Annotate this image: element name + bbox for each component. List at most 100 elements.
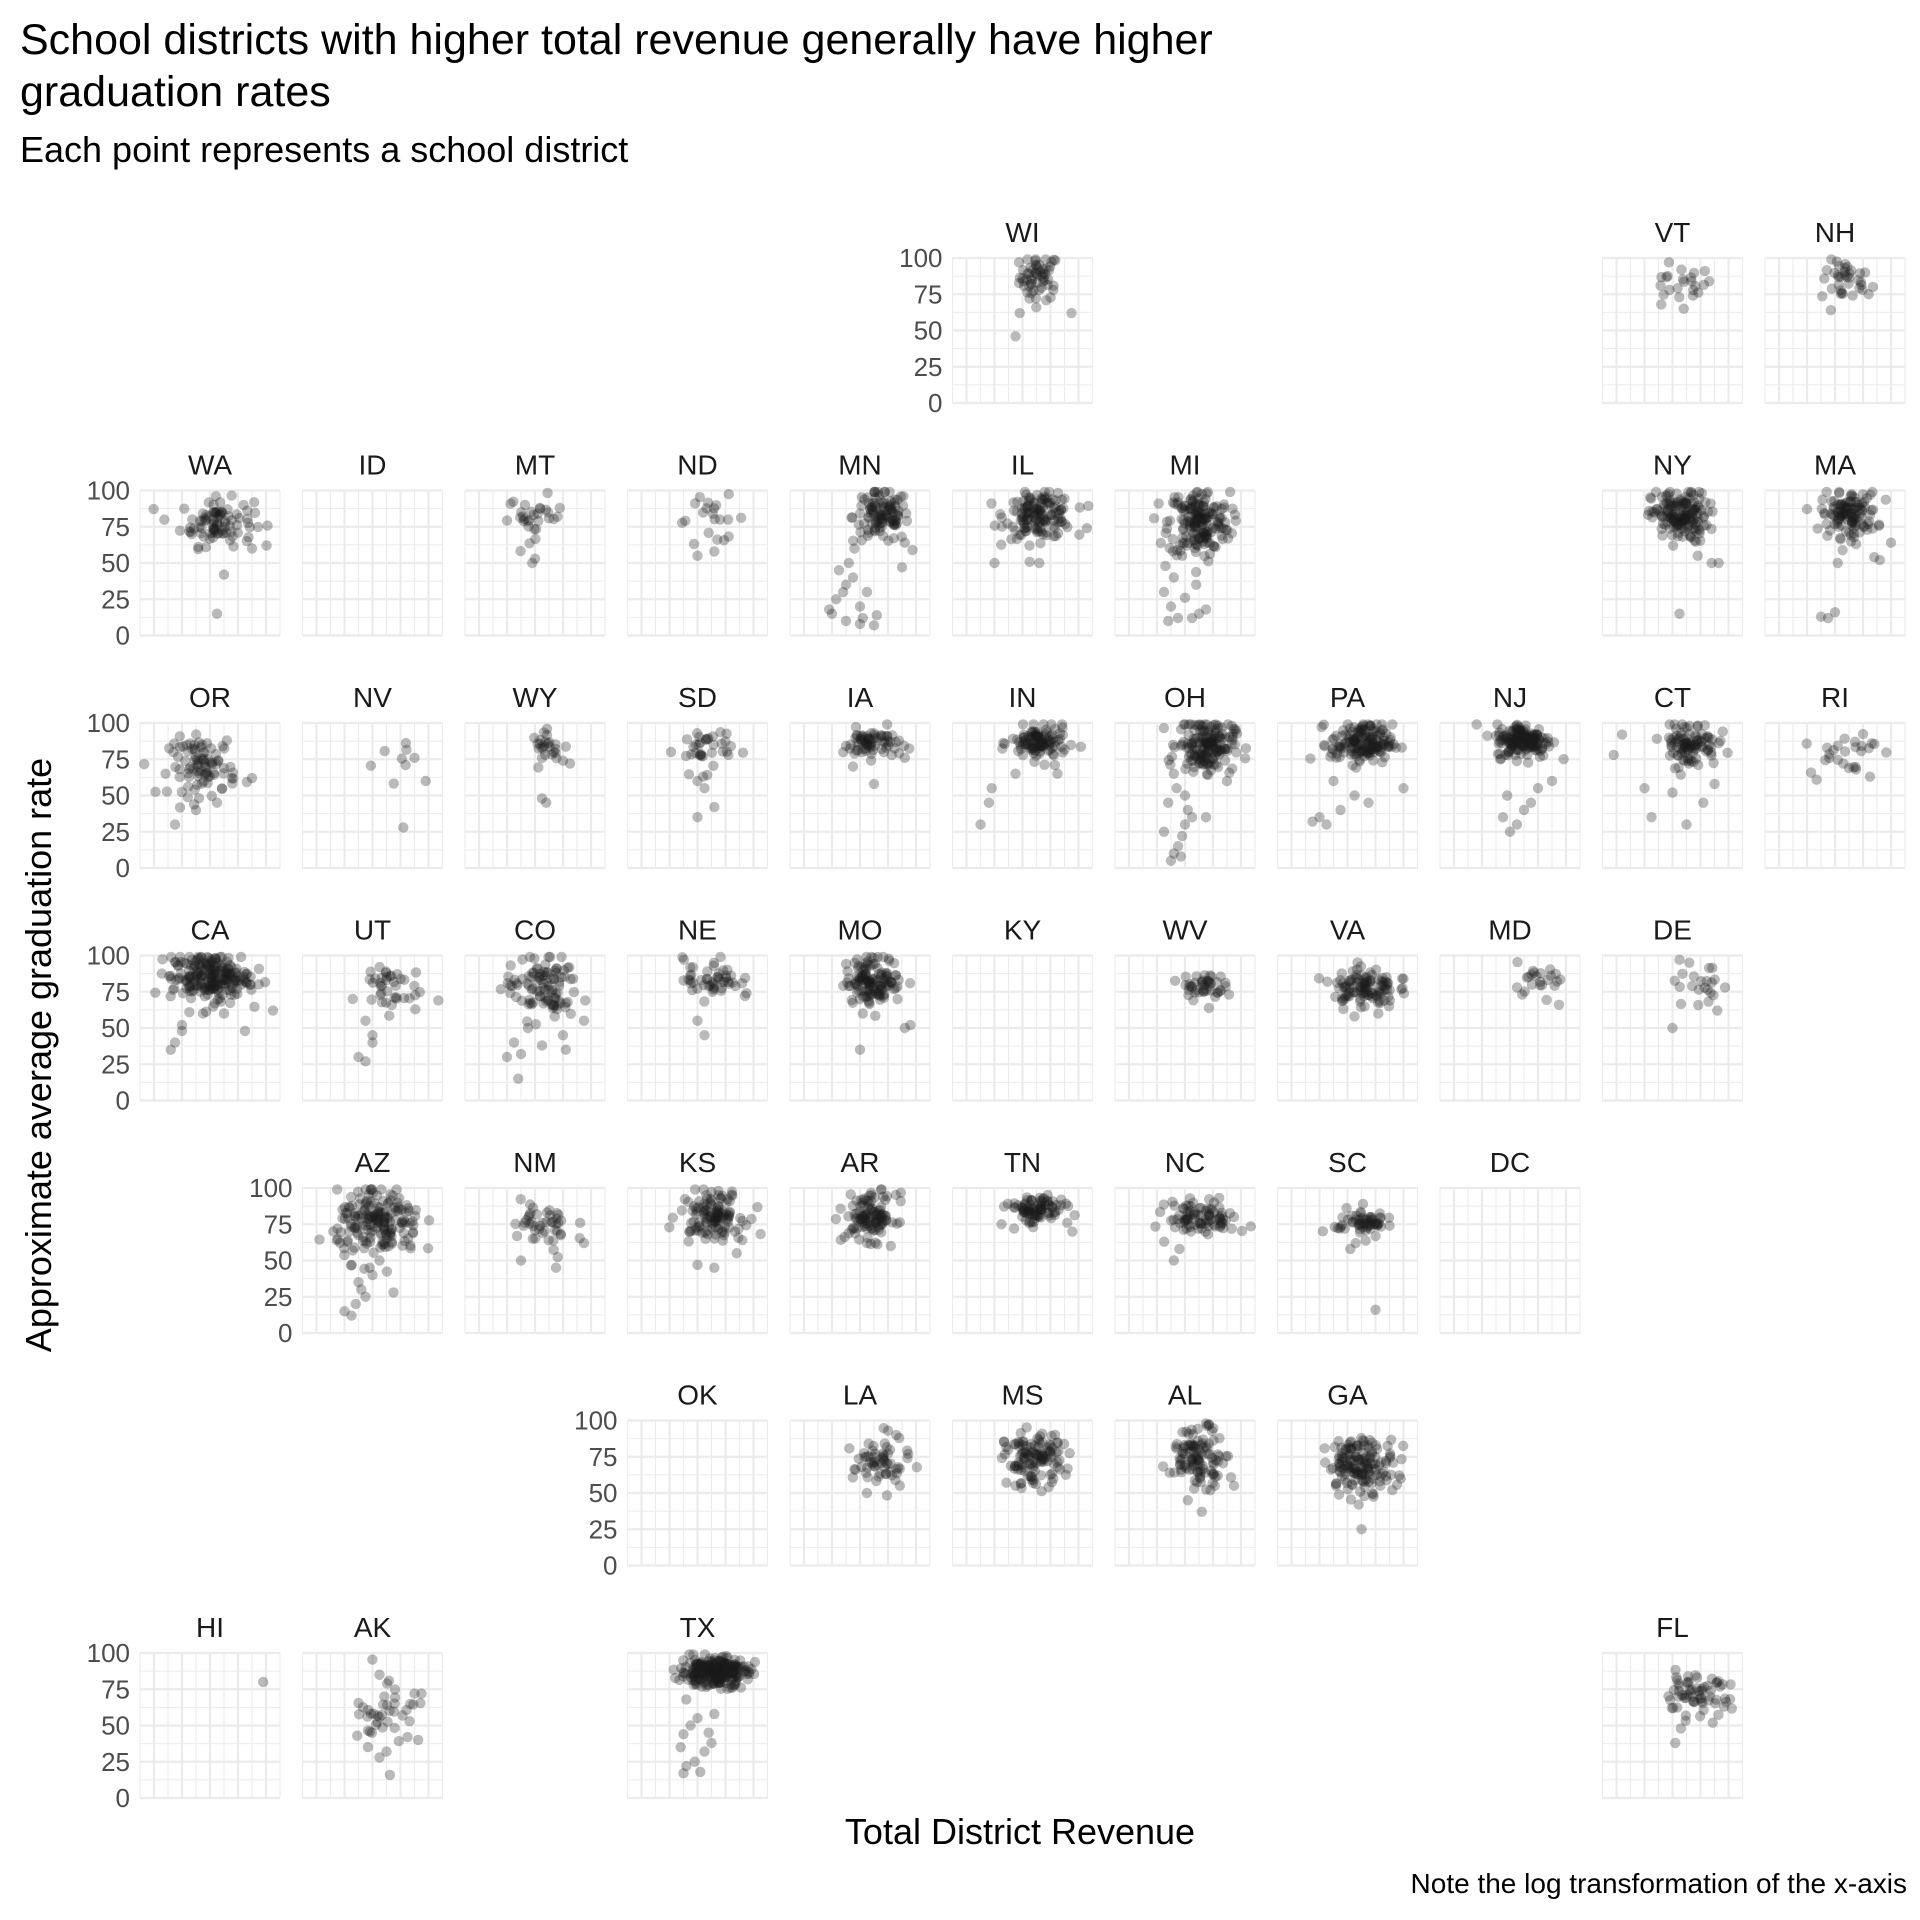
- data-point: [692, 812, 703, 823]
- data-point: [1187, 501, 1198, 512]
- data-point: [1158, 1199, 1170, 1210]
- data-point: [1158, 1236, 1170, 1247]
- data-point: [1179, 790, 1191, 801]
- data-point: [1829, 511, 1840, 522]
- data-point: [1190, 546, 1202, 558]
- data-point: [206, 743, 217, 754]
- y-tick-label: 75: [101, 512, 130, 542]
- data-point: [1825, 305, 1837, 316]
- data-point: [700, 1233, 711, 1245]
- data-point: [843, 557, 854, 569]
- facet-label: NY: [1653, 450, 1692, 481]
- data-point: [1857, 284, 1868, 296]
- data-point: [1319, 741, 1330, 752]
- data-point: [1856, 505, 1868, 516]
- data-point: [1021, 274, 1033, 285]
- data-point: [1188, 766, 1199, 778]
- data-point: [407, 1227, 419, 1238]
- data-point: [224, 535, 236, 546]
- data-point: [198, 747, 209, 758]
- data-point: [1354, 756, 1365, 767]
- data-point: [876, 509, 887, 520]
- data-point: [206, 790, 218, 802]
- data-point: [1200, 508, 1211, 519]
- data-point: [1675, 515, 1686, 527]
- data-point: [1050, 255, 1061, 266]
- data-point: [1179, 518, 1191, 529]
- data-point: [1690, 505, 1701, 516]
- data-point: [1175, 740, 1187, 751]
- data-point: [1344, 723, 1356, 734]
- facet-label: TN: [1004, 1147, 1041, 1178]
- data-point: [213, 506, 224, 517]
- data-point: [505, 960, 516, 971]
- data-point: [1165, 759, 1176, 770]
- data-point: [1227, 503, 1238, 514]
- data-point: [872, 511, 884, 523]
- facet-label: PA: [1330, 682, 1366, 713]
- data-point: [1835, 503, 1846, 514]
- data-point: [890, 500, 901, 512]
- data-point: [1042, 734, 1054, 745]
- data-point: [540, 749, 551, 760]
- data-point: [865, 738, 876, 749]
- data-point: [231, 519, 243, 531]
- data-point: [1201, 738, 1212, 749]
- data-point: [1331, 748, 1343, 759]
- data-point: [1657, 530, 1668, 541]
- data-point: [1616, 729, 1628, 740]
- data-point: [1034, 504, 1045, 516]
- data-point: [195, 528, 207, 539]
- data-point: [1819, 508, 1830, 519]
- data-point: [1317, 1226, 1329, 1237]
- data-point: [1349, 790, 1360, 801]
- facet-panel-va: VA: [1276, 915, 1419, 1102]
- data-point: [1359, 729, 1371, 740]
- data-point: [501, 1051, 513, 1063]
- data-point: [211, 758, 222, 770]
- data-point: [870, 518, 881, 529]
- data-point: [1852, 502, 1863, 513]
- data-point: [1185, 517, 1196, 528]
- data-point: [1025, 1438, 1037, 1450]
- data-point: [877, 501, 888, 512]
- data-point: [885, 1240, 896, 1252]
- data-point: [1195, 719, 1207, 731]
- data-point: [374, 1255, 385, 1266]
- data-point: [1019, 518, 1030, 530]
- data-point: [1854, 268, 1866, 279]
- data-point: [1014, 529, 1025, 540]
- data-point: [1319, 739, 1330, 751]
- data-point: [1198, 739, 1210, 750]
- data-point: [1665, 512, 1676, 523]
- data-point: [692, 550, 703, 561]
- data-point: [1198, 527, 1209, 538]
- data-point: [882, 731, 893, 742]
- data-point: [1177, 532, 1188, 543]
- data-point: [1864, 516, 1875, 527]
- data-point: [1671, 488, 1682, 499]
- facet-label: MT: [515, 450, 555, 481]
- data-point: [1656, 509, 1667, 520]
- data-point: [1370, 964, 1382, 975]
- data-point: [187, 743, 198, 755]
- data-point: [511, 1230, 523, 1242]
- data-point: [1837, 544, 1848, 556]
- data-point: [1684, 957, 1695, 968]
- data-point: [189, 784, 200, 795]
- data-point: [1334, 751, 1345, 763]
- data-point: [1511, 819, 1523, 830]
- data-point: [1374, 1208, 1386, 1219]
- facet-label: DC: [1490, 1147, 1530, 1178]
- data-point: [1665, 512, 1677, 524]
- data-point: [998, 737, 1009, 749]
- data-point: [872, 735, 883, 746]
- data-point: [1019, 1199, 1031, 1210]
- data-point: [900, 508, 912, 519]
- data-point: [536, 742, 547, 753]
- data-point: [869, 486, 880, 498]
- data-point: [1829, 495, 1840, 507]
- data-point: [1046, 729, 1058, 740]
- data-point: [501, 515, 513, 526]
- data-point: [1047, 494, 1058, 505]
